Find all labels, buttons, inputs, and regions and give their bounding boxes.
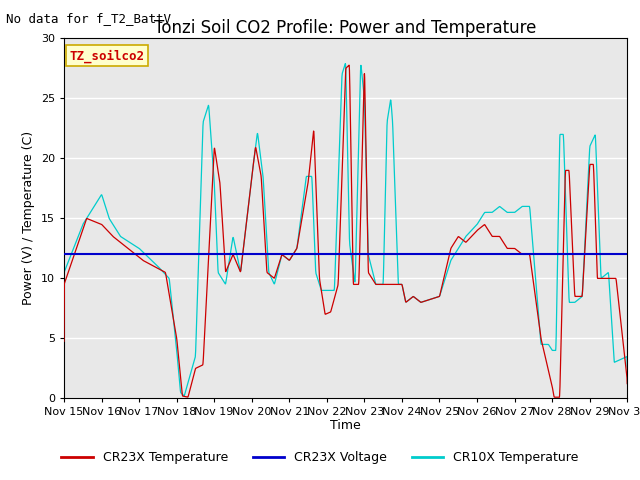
Text: TZ_soilco2: TZ_soilco2 bbox=[70, 49, 145, 62]
X-axis label: Time: Time bbox=[330, 419, 361, 432]
Legend: CR23X Temperature, CR23X Voltage, CR10X Temperature: CR23X Temperature, CR23X Voltage, CR10X … bbox=[56, 446, 584, 469]
Title: Tonzi Soil CO2 Profile: Power and Temperature: Tonzi Soil CO2 Profile: Power and Temper… bbox=[154, 19, 537, 37]
Text: No data for f_T2_BattV: No data for f_T2_BattV bbox=[6, 12, 172, 25]
Y-axis label: Power (V) / Temperature (C): Power (V) / Temperature (C) bbox=[22, 132, 35, 305]
